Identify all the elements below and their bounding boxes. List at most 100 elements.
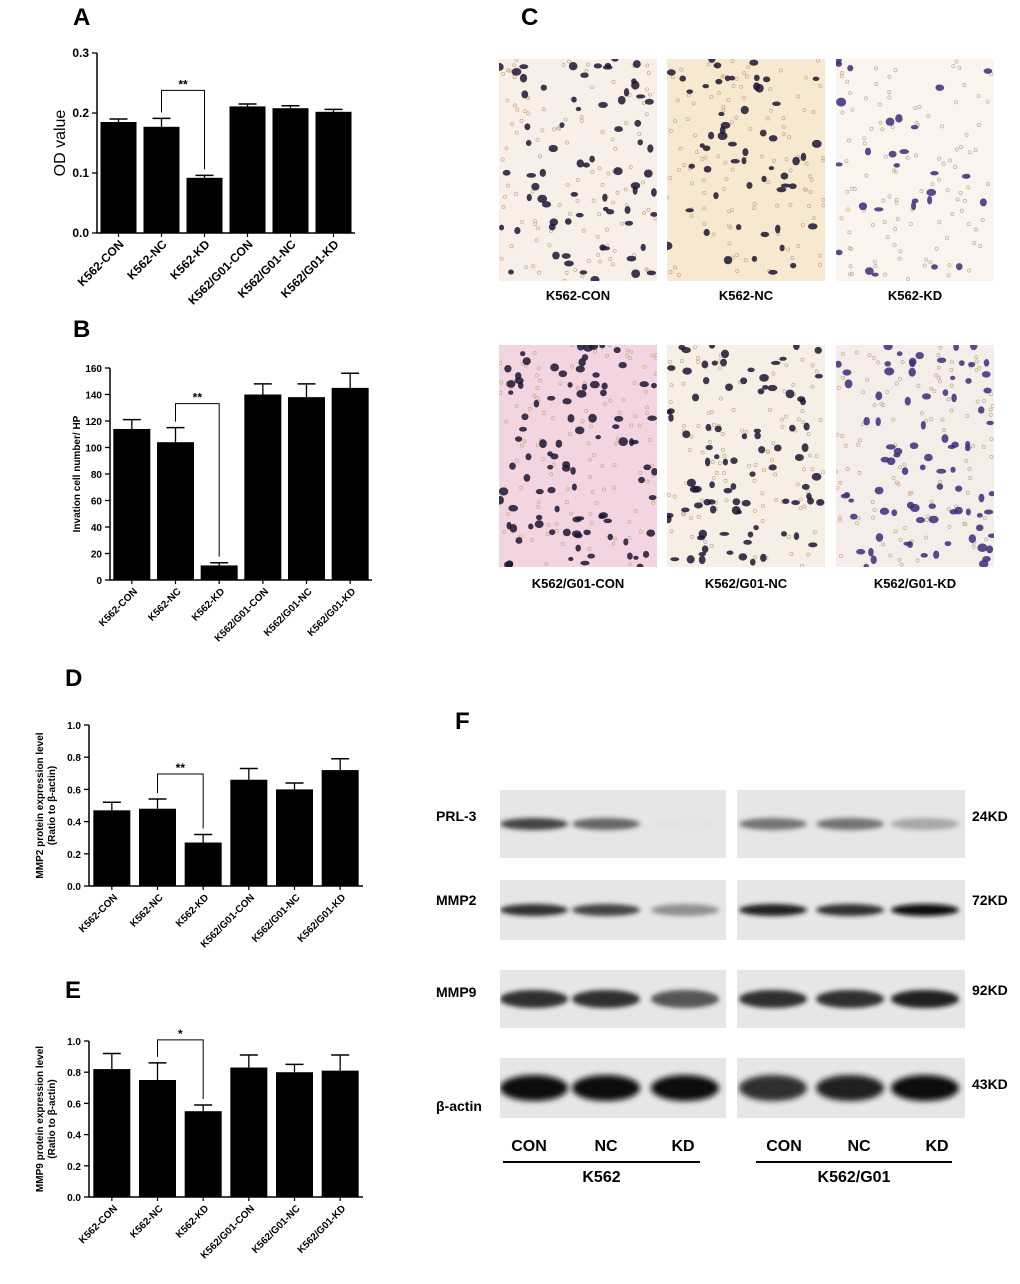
- membrane-pore: [836, 485, 840, 490]
- membrane-pore: [893, 227, 897, 232]
- stained-cell: [499, 495, 504, 505]
- bar-k562-g01-con: [230, 779, 268, 886]
- stained-cell: [779, 356, 787, 361]
- membrane-pore: [590, 170, 595, 174]
- blot-strip: [737, 790, 965, 858]
- membrane-pore: [812, 216, 816, 221]
- membrane-pore: [682, 423, 686, 428]
- stained-cell: [592, 372, 600, 378]
- stained-cell: [643, 169, 653, 178]
- membrane-pore: [988, 407, 993, 412]
- membrane-pore: [700, 450, 705, 455]
- stained-cell: [965, 441, 971, 448]
- bar-k562-con: [100, 122, 137, 233]
- membrane-pore: [617, 410, 622, 415]
- membrane-pore: [775, 203, 780, 208]
- stained-cell: [768, 166, 775, 171]
- stained-cell: [794, 453, 804, 462]
- membrane-pore: [591, 198, 596, 203]
- membrane-pore: [499, 360, 503, 365]
- stained-cell: [688, 163, 696, 169]
- membrane-pore: [798, 506, 803, 511]
- membrane-pore: [796, 417, 801, 422]
- stained-cell: [525, 139, 532, 147]
- stained-cell: [710, 505, 717, 514]
- stained-cell: [760, 231, 770, 238]
- stained-cell: [639, 381, 649, 388]
- stained-cell: [760, 553, 767, 562]
- bar-k562-kd: [186, 177, 223, 233]
- membrane-pore: [937, 156, 942, 161]
- membrane-pore: [929, 386, 934, 391]
- membrane-pore: [936, 177, 941, 182]
- membrane-pore: [509, 244, 514, 249]
- membrane-pore: [742, 71, 747, 76]
- membrane-pore: [850, 271, 855, 276]
- membrane-pore: [694, 150, 699, 155]
- stained-cell: [933, 550, 940, 559]
- membrane-pore: [873, 264, 878, 268]
- stained-cell: [738, 553, 748, 561]
- membrane-pore: [965, 490, 970, 495]
- membrane-pore: [986, 182, 990, 186]
- membrane-pore: [709, 544, 714, 548]
- membrane-pore: [821, 203, 825, 208]
- stained-cell: [965, 378, 972, 384]
- membrane-pore: [579, 118, 584, 123]
- stained-cell: [667, 241, 673, 250]
- stained-cell: [789, 424, 796, 432]
- membrane-pore: [534, 373, 539, 378]
- membrane-pore: [753, 555, 757, 560]
- lane-label: CON: [766, 1138, 802, 1155]
- membrane-pore: [717, 461, 722, 466]
- membrane-pore: [504, 146, 509, 151]
- membrane-pore: [760, 503, 765, 508]
- membrane-pore: [692, 345, 697, 350]
- bar-k562-nc: [139, 1080, 176, 1197]
- membrane-pore: [603, 402, 607, 407]
- membrane-pore: [924, 535, 929, 540]
- membrane-pore: [651, 500, 656, 505]
- membrane-pore: [563, 117, 568, 122]
- bar-k562-g01-kd: [321, 1070, 359, 1197]
- stained-cell: [547, 464, 554, 470]
- membrane-pore: [629, 349, 634, 354]
- y-tick-label: 0.8: [67, 753, 81, 764]
- membrane-pore: [518, 534, 523, 539]
- stained-cell: [550, 363, 560, 372]
- stained-cell: [523, 473, 531, 482]
- stained-cell: [909, 442, 919, 450]
- stained-cell: [904, 396, 911, 406]
- stained-cell: [868, 547, 874, 557]
- panel-letter-b: B: [73, 316, 91, 343]
- stained-cell: [562, 398, 572, 405]
- membrane-pore: [730, 167, 735, 172]
- membrane-pore: [611, 200, 616, 205]
- membrane-pore: [645, 411, 650, 416]
- membrane-pore: [628, 356, 633, 360]
- lane-label: KD: [671, 1138, 695, 1155]
- stained-cell: [520, 351, 526, 357]
- membrane-pore: [606, 171, 611, 176]
- stained-cell: [761, 175, 767, 183]
- membrane-pore: [612, 463, 617, 467]
- membrane-pore: [647, 437, 652, 442]
- membrane-pore: [628, 165, 633, 170]
- stained-cell: [554, 505, 560, 513]
- stained-cell: [534, 520, 544, 529]
- membrane-pore: [974, 368, 979, 372]
- membrane-pore: [668, 176, 673, 181]
- membrane-pore: [975, 399, 980, 404]
- membrane-pore: [915, 558, 920, 563]
- membrane-pore: [847, 246, 852, 251]
- band-size-label: 24KD: [972, 808, 1008, 824]
- membrane-pore: [731, 408, 736, 412]
- membrane-pore: [974, 355, 979, 360]
- micrograph-6: [836, 345, 994, 567]
- membrane-pore: [957, 65, 962, 70]
- micrograph-label: K562-CON: [545, 288, 611, 303]
- bar-k562-g01-kd: [321, 770, 359, 886]
- stained-cell: [875, 391, 883, 401]
- membrane-pore: [978, 244, 983, 248]
- membrane-pore: [887, 90, 892, 95]
